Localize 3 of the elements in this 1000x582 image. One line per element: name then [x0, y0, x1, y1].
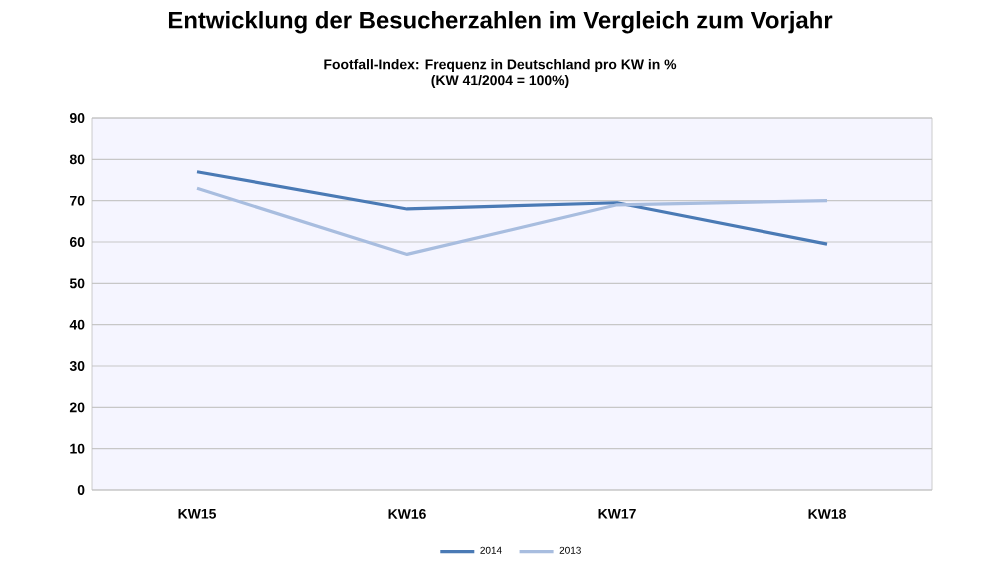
chart-title: Entwicklung der Besucherzahlen im Vergleich zum Vorjahr [168, 11, 833, 34]
line-series [195, 170, 829, 246]
line-series [195, 186, 829, 257]
